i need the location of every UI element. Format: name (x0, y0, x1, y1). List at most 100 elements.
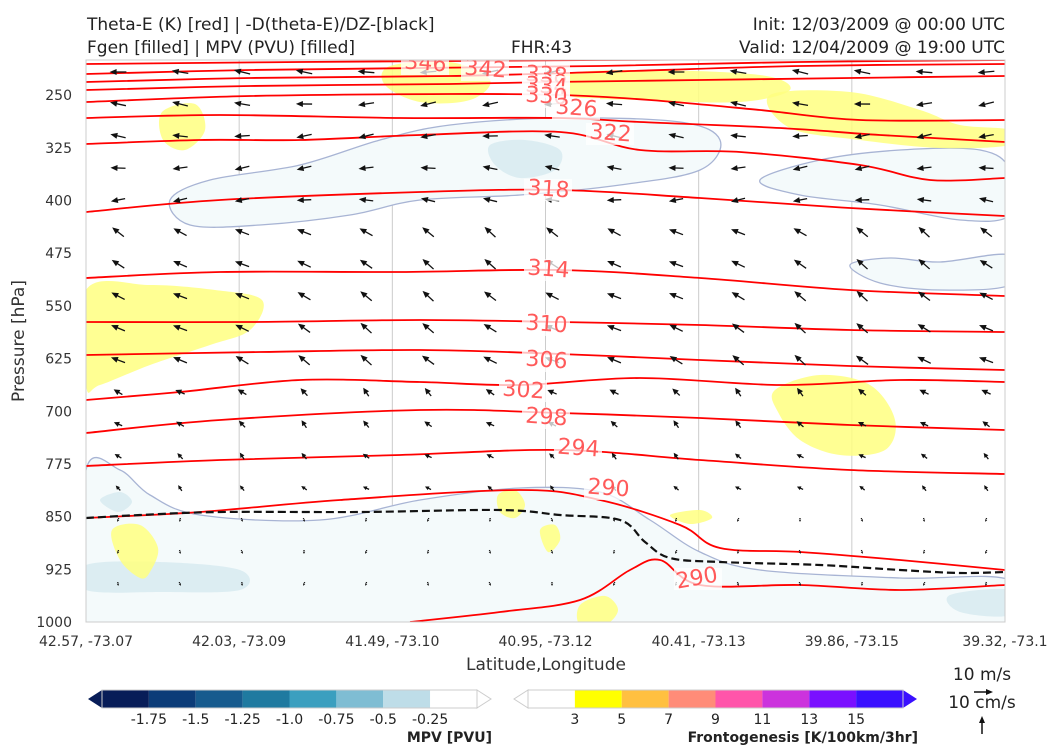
wind-arrowhead (234, 100, 242, 107)
wind-arrowhead (172, 197, 181, 203)
wind-arrowhead (297, 260, 305, 267)
colorbar-tick-label: 9 (711, 712, 720, 728)
wind-arrowhead (606, 197, 614, 204)
wind-arrowhead (295, 68, 304, 75)
colorbar-swatch (289, 690, 337, 708)
wind-arrowhead (919, 421, 926, 427)
wind-arrowhead (915, 68, 923, 75)
x-axis-title: Latitude,Longitude (466, 655, 626, 675)
wind-arrowhead (792, 165, 801, 172)
wind-arrowhead (297, 229, 305, 235)
wind-arrowhead (730, 100, 738, 107)
wind-arrowhead (298, 355, 306, 362)
wind-arrowhead (854, 197, 862, 204)
colorbar-swatch (430, 690, 477, 708)
wind-arrowhead (296, 165, 305, 172)
wind-arrowhead (860, 551, 864, 554)
wind-arrowhead (240, 519, 244, 522)
theta-e-line (86, 93, 1005, 122)
wind-arrowhead (550, 583, 554, 586)
wind-arrowhead (918, 291, 926, 299)
ref-label-vertical: 10 cm/s (948, 693, 1016, 713)
wind-arrowhead (550, 485, 555, 490)
wind-arrowhead (488, 583, 491, 586)
wind-arrowhead (606, 293, 615, 299)
fgen-region (554, 70, 791, 103)
wind-arrowhead (915, 101, 924, 108)
wind-arrowhead (358, 133, 366, 140)
wind-arrowhead (734, 453, 741, 459)
wind-arrowhead (116, 551, 120, 554)
wind-arrowhead (729, 68, 738, 75)
theta-e-line (86, 130, 1005, 182)
colorbar-swatch (383, 690, 431, 708)
wind-arrowhead (791, 68, 800, 75)
wind-arrowhead (731, 323, 740, 331)
theta-e-contour-label: 294 (557, 435, 601, 463)
contour-label-bg (461, 60, 509, 81)
wind-arrowhead (979, 292, 987, 299)
colorbar-extend-right (476, 689, 492, 709)
wind-arrowhead (171, 68, 180, 75)
colorbar-extend-right (903, 690, 917, 708)
contour-label-bg (552, 98, 600, 120)
wind-arrowhead (358, 165, 366, 172)
contour-label-bg (554, 438, 602, 460)
wind-arrowhead (426, 583, 430, 586)
wind-arrowhead (796, 421, 803, 427)
wind-arrowhead (794, 291, 802, 298)
init-time: Init: 12/03/2009 @ 00:00 UTC (752, 15, 1005, 35)
wind-arrowhead (731, 229, 739, 235)
y-tick-label: 850 (45, 510, 72, 526)
colorbar-swatch (336, 690, 384, 708)
wind-arrowhead (427, 519, 430, 522)
wind-arrowhead (982, 421, 989, 427)
wind-arrowhead (485, 389, 493, 396)
fgen-region (496, 489, 525, 519)
wind-arrowhead (978, 197, 987, 203)
wind-arrowhead (916, 165, 924, 172)
wind-arrowhead (549, 453, 555, 459)
wind-arrowhead (173, 260, 181, 267)
wind-arrowhead (297, 292, 306, 299)
wind-arrowhead (856, 227, 864, 235)
theta-e-contour-label: 298 (525, 404, 569, 432)
wind-arrowhead (484, 226, 492, 234)
colorbar-swatch (715, 690, 763, 708)
wind-arrowhead (237, 389, 245, 396)
wind-arrowhead (360, 322, 368, 330)
wind-arrowhead (669, 324, 677, 331)
wind-arrowhead (484, 259, 492, 266)
wind-arrowhead (422, 227, 430, 235)
theta-e-contour-label: 290 (587, 475, 631, 503)
wind-arrowhead (488, 551, 492, 554)
wind-arrowhead (111, 325, 119, 331)
dtheta-dz-dashed-line (86, 508, 1005, 575)
wind-arrowhead (605, 100, 614, 107)
wind-arrowhead (978, 133, 986, 140)
wind-arrowhead (917, 324, 926, 331)
wind-arrowhead (793, 259, 802, 267)
wind-arrowhead (669, 356, 678, 363)
title-line-2: Fgen [filled] | MPV (PVU) [filled] (87, 38, 356, 58)
wind-arrowhead (488, 519, 492, 522)
wind-arrowhead (296, 133, 304, 140)
colorbar-frame (527, 689, 904, 709)
wind-arrowhead (420, 197, 429, 203)
wind-arrowhead (422, 323, 430, 330)
wind-arrowhead (979, 259, 988, 267)
wind-arrowhead (612, 519, 616, 522)
wind-arrowhead (923, 583, 926, 586)
wind-arrowhead (607, 228, 615, 235)
wind-arrowhead (860, 519, 863, 522)
wind-arrowhead (613, 583, 616, 586)
wind-arrowhead (302, 551, 306, 554)
wind-arrowhead (364, 583, 368, 586)
wind-arrowhead (605, 69, 614, 76)
wind-arrowhead (609, 389, 617, 396)
theta-e-contour-label: 322 (589, 120, 633, 148)
wind-arrowhead (673, 452, 679, 459)
y-tick-label: 775 (45, 457, 72, 473)
wind-arrowhead (550, 519, 553, 522)
